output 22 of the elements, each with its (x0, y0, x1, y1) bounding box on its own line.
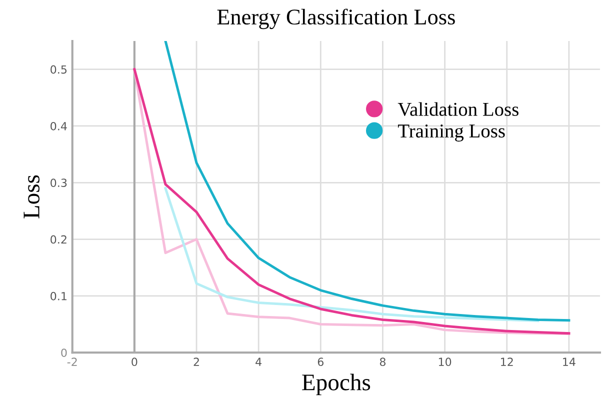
x-tick-label: 10 (438, 358, 452, 366)
y-axis-title: Loss (24, 175, 40, 218)
legend-label: Validation Loss (398, 102, 518, 116)
line-series (164, 187, 540, 322)
y-tick-label: 0.3 (50, 178, 67, 188)
y-tick-label: 0.2 (50, 235, 66, 244)
x-tick-label: -2 (67, 358, 77, 366)
y-tick-label: 0 (61, 348, 67, 357)
x-tick-label: 12 (501, 358, 513, 366)
legend-label: Training Loss (398, 124, 505, 142)
x-tick-label: 2 (194, 358, 199, 366)
line-series (164, 41, 570, 322)
x-tick-label: 4 (256, 358, 262, 366)
y-tick-label: 0.1 (50, 292, 66, 300)
y-tick-label: 0.5 (50, 65, 67, 74)
x-tick-label: 8 (380, 358, 386, 366)
chart-title: Energy Classification Loss (217, 8, 455, 30)
y-tick-label: 0.4 (50, 122, 67, 130)
x-tick-label: 0 (132, 358, 138, 366)
x-axis-title: Epochs (302, 374, 370, 396)
x-tick-label: 6 (318, 358, 324, 366)
x-tick-label: 14 (563, 358, 576, 366)
